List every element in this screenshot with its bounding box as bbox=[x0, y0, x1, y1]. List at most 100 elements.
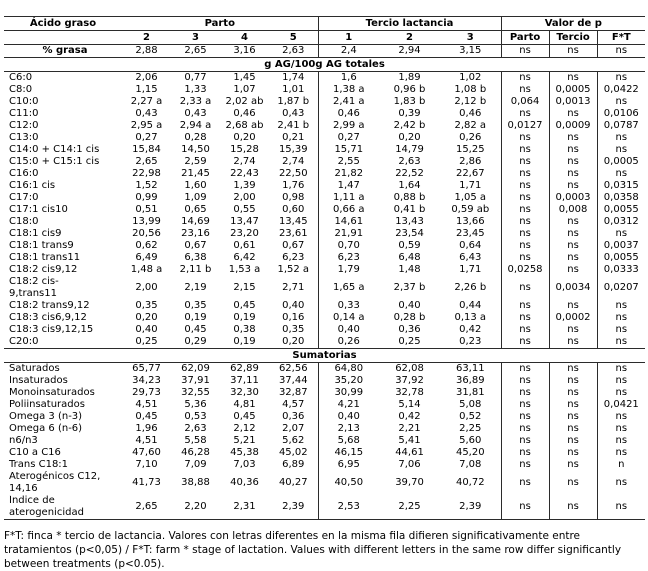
value-cell: 37,11 bbox=[230, 375, 259, 386]
subcolumn-header: Tercio bbox=[549, 30, 598, 45]
value-cell: 0,0003 bbox=[549, 192, 598, 204]
value-cell: 14,61 bbox=[334, 216, 364, 227]
row-label: % grasa bbox=[42, 45, 88, 56]
value-cell: 2,31 bbox=[233, 501, 256, 512]
value-cell: 15,39 bbox=[269, 144, 319, 156]
value-cell: 1,01 bbox=[269, 84, 319, 96]
value-cell: 0,26 bbox=[440, 132, 502, 144]
value-cell: ns bbox=[549, 252, 598, 264]
table-row: C13:0 0,27 0,28 0,20 0,21 0,27 0,20 0,26 ns ns ns bbox=[4, 132, 645, 144]
value-cell: 1,65 a bbox=[332, 282, 365, 293]
value-cell: ns bbox=[501, 132, 550, 144]
value-cell: ns bbox=[615, 324, 628, 335]
value-cell: ns bbox=[501, 108, 550, 120]
value-cell: 0,46 bbox=[337, 108, 360, 119]
value-cell: 35,20 bbox=[334, 375, 364, 386]
table-row: C18:3 cis6,9,12 0,20 0,19 0,19 0,16 0,14 a 0,2… bbox=[4, 312, 645, 324]
subcolumn-header: 2 bbox=[122, 30, 171, 45]
value-cell: ns bbox=[549, 300, 598, 312]
value-cell: 0,0422 bbox=[603, 84, 639, 95]
value-cell: 5,21 bbox=[233, 435, 256, 446]
value-cell: 0,61 bbox=[233, 240, 256, 251]
value-cell: ns bbox=[549, 108, 598, 120]
value-cell: 0,36 bbox=[398, 324, 421, 335]
value-cell: ns bbox=[549, 228, 598, 240]
value-cell: 14,69 bbox=[181, 216, 210, 227]
value-cell: 13,47 bbox=[230, 216, 259, 227]
value-cell: 6,23 bbox=[337, 252, 360, 263]
value-cell: 6,42 bbox=[233, 252, 256, 263]
page: Ácido graso Parto Tercio lactancia Valor… bbox=[4, 16, 646, 571]
value-cell: ns bbox=[501, 84, 550, 96]
value-cell: ns bbox=[615, 300, 628, 311]
value-cell: 1,11 a bbox=[332, 192, 365, 203]
value-cell: 2,39 bbox=[269, 495, 319, 520]
row-label: C20:0 bbox=[9, 336, 39, 347]
value-cell: ns bbox=[615, 72, 628, 83]
value-cell: 5,60 bbox=[440, 435, 502, 447]
row-label: Monoinsaturados bbox=[9, 387, 95, 398]
value-cell: 21,45 bbox=[181, 168, 210, 179]
value-cell: 0,0333 bbox=[603, 264, 639, 275]
table-row: C14:0 + C14:1 cis 15,84 14,50 15,28 15,39 15,… bbox=[4, 144, 645, 156]
column-group-tercio-lactancia: Tercio lactancia bbox=[318, 16, 502, 31]
value-cell: 2,65 bbox=[135, 156, 158, 167]
value-cell: 34,23 bbox=[132, 375, 161, 386]
row-label: C16:1 cis bbox=[9, 180, 56, 191]
value-cell: 2,02 ab bbox=[225, 96, 264, 107]
value-cell: ns bbox=[501, 216, 550, 228]
table-row: C18:1 trans9 0,62 0,67 0,61 0,67 0,70 0,59 0,64… bbox=[4, 240, 645, 252]
table-row: C18:1 trans11 6,49 6,38 6,42 6,23 6,23 6,48 6,4… bbox=[4, 252, 645, 264]
value-cell: 32,30 bbox=[230, 387, 259, 398]
value-cell: ns bbox=[501, 228, 550, 240]
row-label: C8:0 bbox=[9, 84, 33, 95]
value-cell: 2,94 a bbox=[179, 120, 212, 131]
value-cell: ns bbox=[615, 132, 628, 143]
value-cell: 0,38 bbox=[233, 324, 256, 335]
column-header-acido-graso: Ácido graso bbox=[4, 16, 122, 31]
value-cell: 7,09 bbox=[184, 459, 207, 470]
value-cell: 62,08 bbox=[395, 363, 424, 374]
value-cell: 1,09 bbox=[184, 192, 207, 203]
value-cell: ns bbox=[615, 312, 628, 323]
value-cell: ns bbox=[615, 477, 628, 488]
value-cell: 2,25 bbox=[398, 501, 421, 512]
value-cell: 6,23 bbox=[269, 252, 319, 264]
value-cell: 2,71 bbox=[269, 276, 319, 300]
value-cell: 2,39 bbox=[440, 495, 502, 520]
value-cell: 6,49 bbox=[135, 252, 158, 263]
value-cell: 0,77 bbox=[184, 72, 207, 83]
row-label: C10 a C16 bbox=[9, 447, 61, 458]
value-cell: 37,91 bbox=[181, 375, 210, 386]
table-row: % grasa 2,88 2,65 3,16 2,63 2,4 2,94 3,15 ns ns ns bbox=[4, 44, 645, 58]
value-cell: 1,60 bbox=[184, 180, 207, 191]
value-cell: ns bbox=[549, 399, 598, 411]
row-label: Poliinsaturados bbox=[9, 399, 85, 410]
value-cell: 1,76 bbox=[269, 180, 319, 192]
value-cell: ns bbox=[501, 168, 550, 180]
value-cell: 1,07 bbox=[233, 84, 256, 95]
value-cell: 2,12 b bbox=[440, 96, 502, 108]
value-cell: 45,38 bbox=[230, 447, 259, 458]
value-cell: 0,0312 bbox=[603, 216, 639, 227]
row-label: Saturados bbox=[9, 363, 60, 374]
value-cell: 2,26 b bbox=[440, 276, 502, 300]
value-cell: 0,40 bbox=[135, 324, 158, 335]
value-cell: 23,54 bbox=[395, 228, 424, 239]
table-row: C11:0 0,43 0,43 0,46 0,43 0,46 0,39 0,46 ns ns 0,0… bbox=[4, 108, 645, 120]
value-cell: 2,65 bbox=[135, 501, 158, 512]
value-cell: 22,67 bbox=[440, 168, 502, 180]
value-cell: ns bbox=[501, 156, 550, 168]
value-cell: 0,45 bbox=[135, 411, 158, 422]
value-cell: 7,08 bbox=[440, 459, 502, 471]
value-cell: 1,38 a bbox=[332, 84, 365, 95]
value-cell: ns bbox=[549, 240, 598, 252]
value-cell: 0,60 bbox=[269, 204, 319, 216]
section-row: g AG/100g AG totales bbox=[4, 57, 646, 72]
row-label: Trans C18:1 bbox=[9, 459, 69, 470]
value-cell: 1,52 bbox=[135, 180, 158, 191]
value-cell: 44,61 bbox=[395, 447, 424, 458]
value-cell: 2,19 bbox=[184, 282, 207, 293]
value-cell: 0,0207 bbox=[603, 282, 639, 293]
value-cell: 0,45 bbox=[184, 324, 207, 335]
